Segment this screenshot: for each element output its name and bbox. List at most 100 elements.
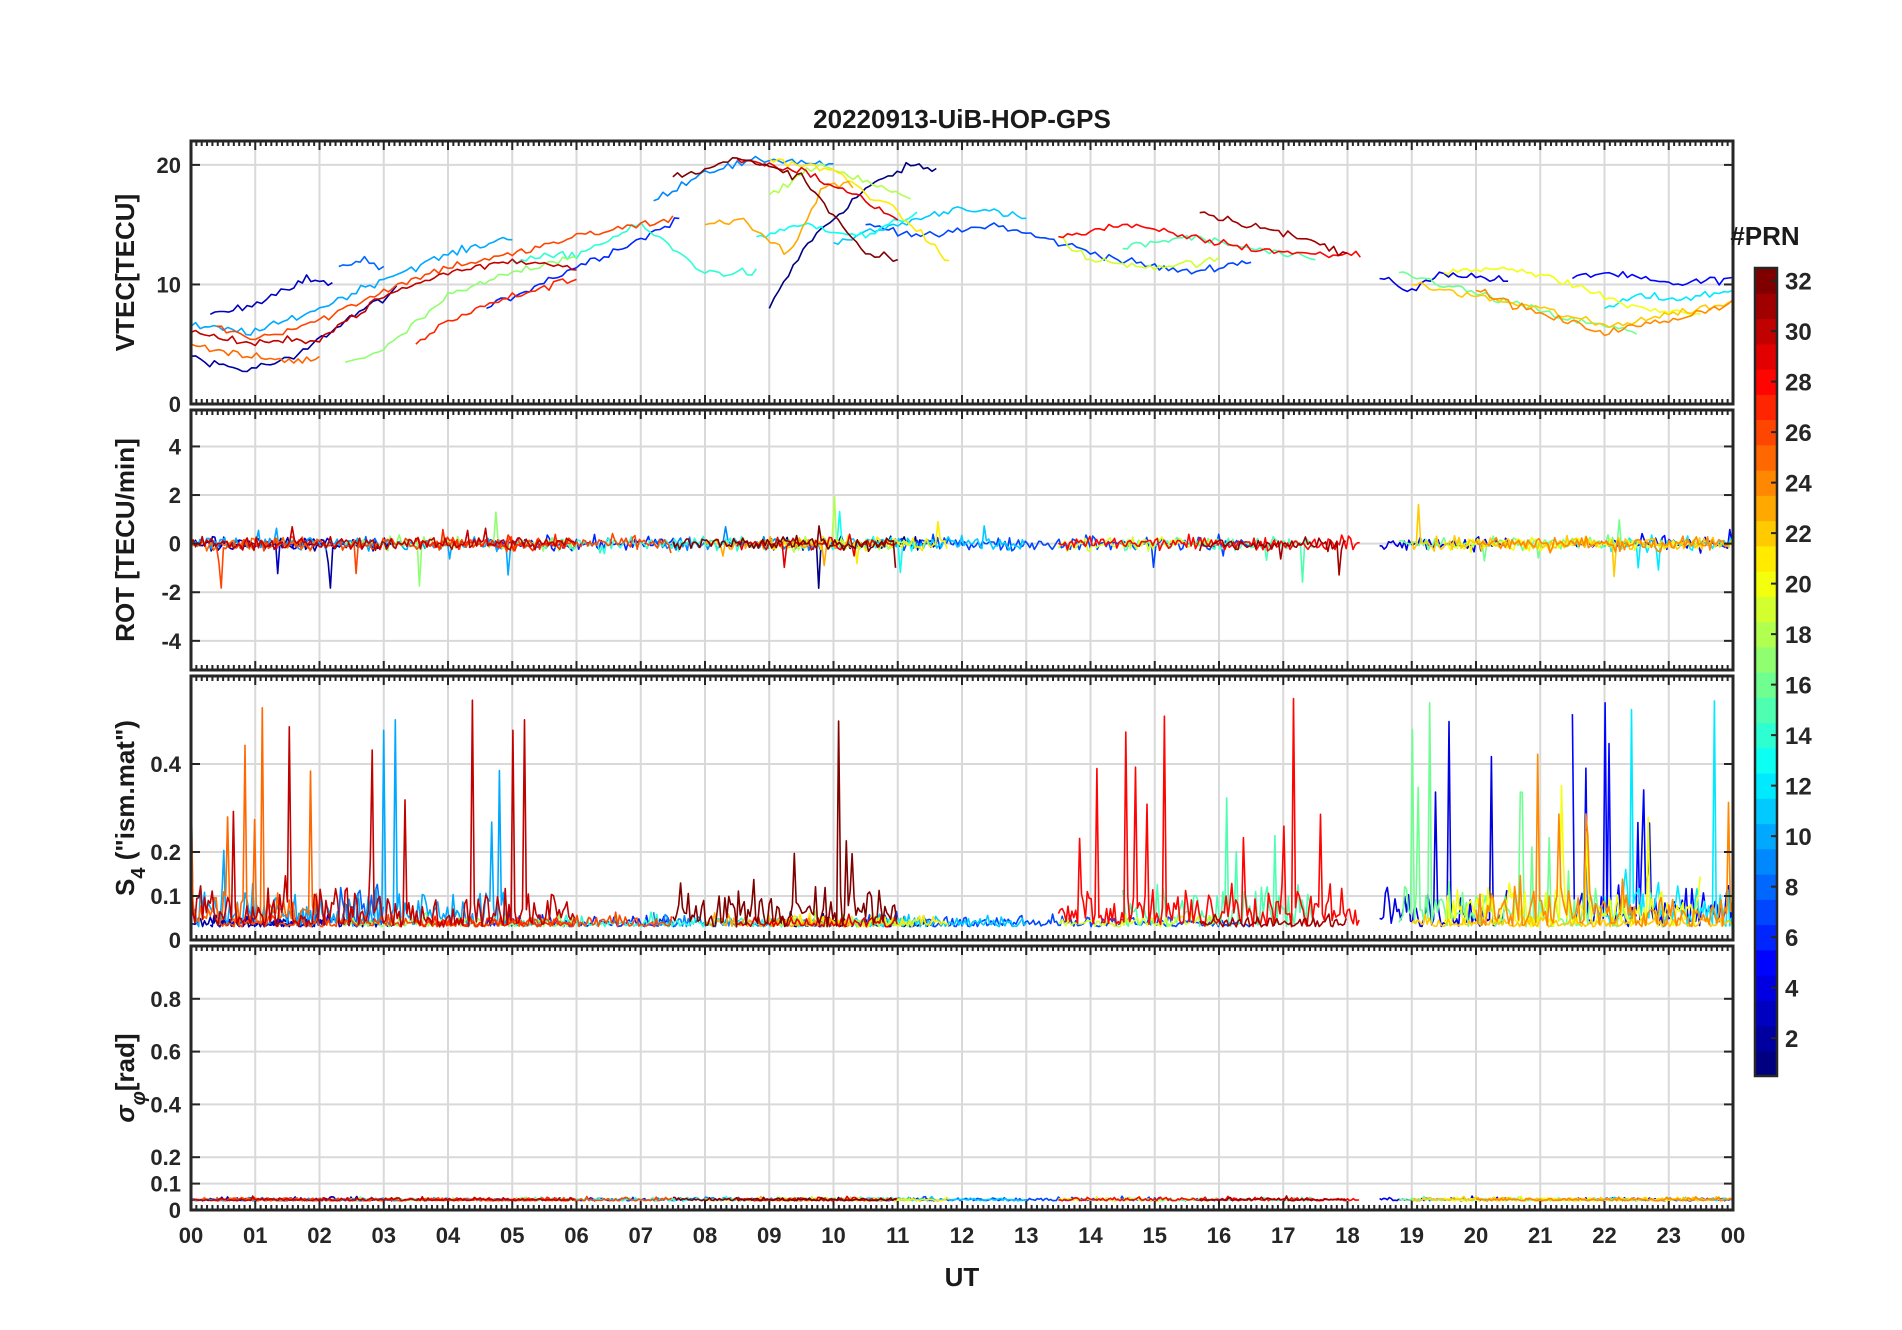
y-tick-label: 0.2 — [150, 840, 181, 865]
colorbar-level — [1755, 697, 1777, 724]
x-tick-label: 21 — [1528, 1223, 1552, 1248]
x-tick-label: 04 — [436, 1223, 461, 1248]
y-tick-label: 2 — [169, 483, 181, 508]
y-axis-label: S4 ("ism.mat") — [110, 720, 150, 896]
y-tick-label: 10 — [157, 272, 181, 297]
series-line-prn-6 — [486, 217, 680, 310]
colorbar-tick-label: 26 — [1785, 420, 1812, 447]
colorbar-tick-label: 4 — [1785, 976, 1799, 1003]
series-line-prn-30 — [191, 1195, 576, 1202]
series-line-prn-17 — [344, 256, 577, 363]
series-line-prn-22 — [1411, 503, 1732, 578]
colorbar-level — [1755, 924, 1777, 951]
x-tick-label: 08 — [693, 1223, 717, 1248]
y-label-sub: 4 — [128, 867, 150, 879]
colorbar-level — [1755, 722, 1777, 749]
colorbar-level — [1755, 1050, 1777, 1077]
series-line-prn-27 — [415, 914, 577, 928]
series-line-prn-21 — [768, 158, 950, 262]
colorbar-tick-label: 24 — [1785, 471, 1812, 498]
series-line-prn-31 — [1199, 913, 1347, 928]
y-tick-label: 0.4 — [150, 752, 181, 777]
colorbar-level — [1755, 773, 1777, 799]
colorbar-level — [1755, 874, 1777, 900]
colorbar-level — [1755, 1025, 1777, 1052]
x-tick-label: 05 — [500, 1223, 524, 1248]
colorbar-level — [1755, 268, 1777, 294]
panel-4: 00.10.20.40.60.8σφ[rad] — [110, 944, 1735, 1223]
x-ticks — [190, 410, 1734, 670]
colorbar-tick-label: 20 — [1785, 572, 1812, 599]
series-line-prn-2 — [191, 285, 398, 373]
x-tick-label: 07 — [629, 1223, 653, 1248]
y-tick-label: 0 — [169, 928, 181, 953]
series-line-prn-29 — [737, 913, 898, 928]
series-line-prn-4 — [1379, 271, 1509, 293]
colorbar-level — [1755, 798, 1777, 825]
series-line-prn-19 — [1058, 913, 1220, 928]
series-line-prn-14 — [511, 221, 758, 277]
y-tick-label: -4 — [161, 629, 181, 654]
colorbar-level — [1755, 470, 1777, 496]
colorbar-tick-label: 12 — [1785, 774, 1812, 801]
series-line-prn-32 — [672, 525, 897, 568]
colorbar-tick-label: 32 — [1785, 269, 1812, 296]
series-line-prn-3 — [209, 274, 333, 316]
y-tick-label: 0.6 — [150, 1040, 181, 1065]
series-line-prn-7 — [865, 222, 1252, 275]
colorbar-tick-label: 14 — [1785, 723, 1812, 750]
y-label-rest: [rad] — [110, 1033, 140, 1091]
panel-3: 00.10.20.4S4 ("ism.mat") — [110, 674, 1735, 953]
y-label-main: S — [110, 879, 140, 896]
series-line-prn-30 — [191, 258, 577, 347]
x-tick-label: 02 — [307, 1223, 331, 1248]
x-tick-label: 16 — [1207, 1223, 1231, 1248]
series-line-prn-11 — [833, 206, 1027, 245]
y-tick-label: 0.2 — [150, 1145, 181, 1170]
colorbar-level — [1755, 495, 1777, 522]
series-line-prn-24 — [1475, 535, 1733, 554]
series-line-prn-28 — [1057, 697, 1360, 928]
colorbar-tick-label: 18 — [1785, 622, 1812, 649]
series-line-prn-25 — [191, 343, 320, 364]
grid-lines — [191, 946, 1733, 1210]
y-tick-label: 0 — [169, 1198, 181, 1223]
colorbar-tick-label: 6 — [1785, 925, 1798, 952]
y-label-rest: ("ism.mat") — [110, 720, 140, 867]
colorbar-level — [1755, 419, 1777, 446]
series-line-prn-4 — [1379, 536, 1509, 553]
colorbar-level — [1755, 343, 1777, 370]
series-line-prn-28 — [1057, 533, 1360, 552]
colorbar-tick-label: 8 — [1785, 875, 1798, 902]
colorbar-level — [1755, 318, 1777, 345]
colorbar-frame — [1753, 266, 1779, 1078]
x-tick-label: 01 — [243, 1223, 267, 1248]
series-line-prn-31 — [1199, 1195, 1347, 1202]
series-line-prn-5 — [1571, 270, 1733, 286]
x-tick-label: 11 — [886, 1223, 909, 1248]
x-tick-label: 18 — [1335, 1223, 1359, 1248]
x-ticks — [190, 946, 1734, 1210]
colorbar-tick-label: 28 — [1785, 370, 1812, 397]
x-tick-label: 23 — [1657, 1223, 1681, 1248]
series-line-prn-20 — [1443, 266, 1701, 316]
colorbar-level — [1755, 747, 1777, 774]
colorbar-level — [1755, 293, 1777, 320]
series-line-prn-31 — [1199, 211, 1348, 257]
series-line-prn-21 — [768, 912, 950, 928]
colorbar-tick-label: 10 — [1785, 824, 1812, 851]
x-tick-label: 17 — [1271, 1223, 1295, 1248]
colorbar-level — [1755, 520, 1777, 547]
y-axis-label: ROT [TECU/min] — [110, 438, 140, 642]
series-line-prn-12 — [1604, 289, 1733, 310]
series-line-prn-32 — [672, 157, 899, 263]
series-group — [191, 697, 1733, 928]
panel-1: 0 10 20 VTEC[TECU] — [110, 139, 1735, 417]
series-group — [191, 1195, 1733, 1202]
colorbar-level — [1755, 899, 1777, 926]
series-line-prn-8 — [338, 255, 385, 271]
series-line-prn-13 — [756, 211, 918, 239]
